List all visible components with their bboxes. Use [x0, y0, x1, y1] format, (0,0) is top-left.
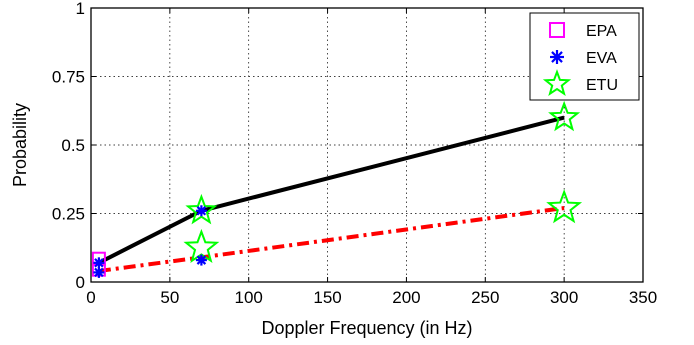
x-tick-label: 150 [313, 288, 341, 307]
marker-etu-2 [183, 228, 220, 263]
x-tick-label: 350 [629, 288, 657, 307]
y-tick-label: 0.75 [52, 68, 85, 87]
x-tick-label: 100 [235, 288, 263, 307]
marker-eva-2 [93, 266, 105, 278]
series-line-2 [98, 206, 565, 274]
y-tick-label: 0.25 [52, 205, 85, 224]
axis-ticks: 0 50 100 150 200 250 300 350 0 0.25 0.5 0.75 1 [52, 0, 657, 307]
x-tick-label: 0 [86, 288, 95, 307]
marker-etu-1 [185, 193, 218, 225]
marker-eva-1 [93, 257, 105, 269]
legend-marker-eva [550, 50, 564, 64]
data-markers [91, 100, 583, 278]
legend-label-eva: EVA [586, 50, 617, 67]
legend-item-etu: ETU [542, 69, 618, 97]
marker-etu-4 [546, 189, 583, 224]
series-lines [97, 115, 565, 274]
y-axis-label: Probability [10, 103, 30, 187]
x-tick-label: 250 [471, 288, 499, 307]
x-tick-label: 200 [392, 288, 420, 307]
x-tick-label: 300 [550, 288, 578, 307]
x-tick-label: 50 [160, 288, 179, 307]
legend-label-etu: ETU [586, 77, 618, 94]
legend: EPA EVA ETU [529, 12, 640, 101]
legend-box [529, 12, 640, 101]
x-axis-label: Doppler Frequency (in Hz) [261, 318, 472, 338]
legend-marker-etu [542, 69, 572, 97]
legend-label-epa: EPA [586, 23, 617, 40]
marker-eva-3 [195, 205, 207, 217]
marker-eva-4 [195, 254, 207, 266]
y-tick-label: 0 [76, 273, 85, 292]
y-tick-label: 0.5 [61, 136, 85, 155]
legend-item-epa: EPA [549, 22, 617, 40]
legend-item-eva: EVA [550, 50, 617, 67]
y-tick-label: 1 [76, 0, 85, 18]
legend-marker-epa [549, 22, 565, 38]
marker-etu-3 [548, 100, 581, 132]
